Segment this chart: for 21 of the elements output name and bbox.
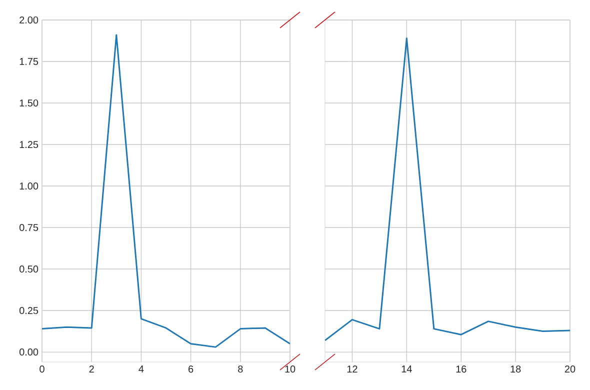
y-tick-label: 0.25 [19,307,38,314]
x-tick-label: 20 [564,366,576,373]
x-tick-label: 14 [402,366,412,372]
y-tick-label: 1.50 [20,99,38,107]
x-tick-label: 10 [285,366,296,373]
x-tick-label: 16 [456,366,466,373]
x-tick-label: 18 [510,366,521,373]
y-tick-label: 0.75 [19,224,38,232]
y-tick-label: 1.00 [20,182,38,190]
y-tick-label: 2.00 [20,16,38,24]
x-tick-label: 0 [40,366,44,373]
x-tick-label: 8 [238,366,243,373]
x-tick-label: 4 [138,366,144,372]
y-tick-label: 1.25 [20,140,38,148]
y-tick-label: 1.75 [20,58,38,65]
x-tick-label: 12 [347,366,358,372]
x-tick-label: 6 [188,366,194,373]
y-tick-label: 0.50 [19,266,38,273]
x-tick-label: 2 [89,366,94,372]
y-tick-label: 0.00 [19,348,38,356]
line-series [42,34,290,348]
